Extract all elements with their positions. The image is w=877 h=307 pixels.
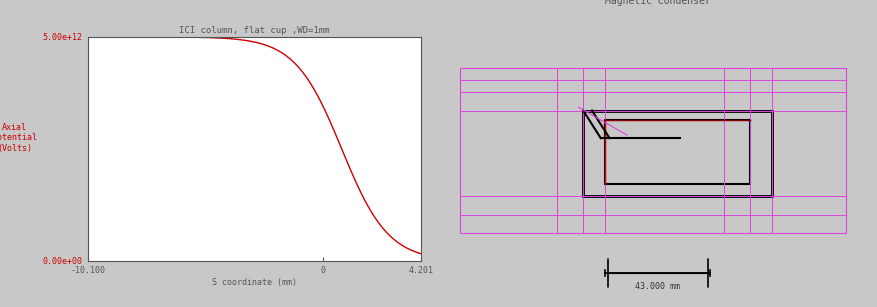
Bar — [605, 120, 750, 184]
Text: 43.000 mm: 43.000 mm — [635, 282, 681, 291]
Text: Axial
Potential
(Volts): Axial Potential (Volts) — [0, 123, 37, 153]
Title: Magnetic Condenser: Magnetic Condenser — [605, 0, 710, 6]
X-axis label: S coordinate (mm): S coordinate (mm) — [212, 278, 296, 287]
Title: ICI column, flat cup ,WD=1mm: ICI column, flat cup ,WD=1mm — [179, 26, 330, 35]
Bar — [583, 111, 772, 196]
Bar — [460, 68, 846, 233]
